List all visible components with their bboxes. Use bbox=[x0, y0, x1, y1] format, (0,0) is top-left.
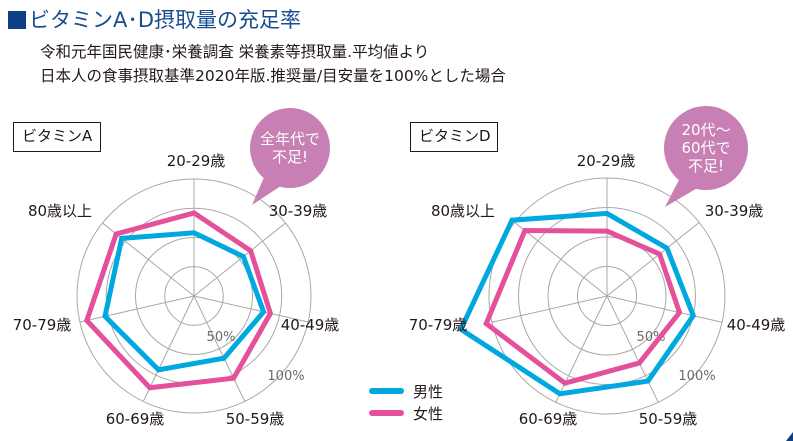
grid-spoke bbox=[491, 295, 608, 323]
title-text: ビタミンA･D摂取量の充足率 bbox=[29, 8, 302, 32]
subtitle-line-1: 令和元年国民健康･栄養調査 栄養素等摂取量.平均値より bbox=[40, 43, 430, 61]
subtitle-line-2: 日本人の食事摂取基準2020年版.推奨量/目安量を100%とした場合 bbox=[40, 67, 506, 85]
axis-label: 50-59歳 bbox=[226, 410, 285, 428]
legend-label-male: 男性 bbox=[413, 382, 444, 401]
grid-spoke bbox=[193, 295, 309, 323]
axis-label: 20-29歳 bbox=[167, 152, 226, 170]
ring-label: 50% bbox=[207, 330, 236, 345]
legend-swatch-male bbox=[369, 388, 404, 394]
corner-triangle-icon bbox=[786, 432, 793, 441]
series-line-female bbox=[483, 227, 683, 386]
axis-label: 60-69歳 bbox=[106, 410, 165, 428]
axis-label: 60-69歳 bbox=[519, 410, 578, 428]
speech-bubble-text: 60代で bbox=[681, 139, 730, 157]
axis-label: 80歳以上 bbox=[431, 202, 495, 220]
grid-spoke bbox=[193, 295, 246, 402]
grid-spoke bbox=[606, 295, 723, 323]
axis-label: 70-79歳 bbox=[13, 316, 72, 334]
speech-bubble bbox=[664, 106, 748, 190]
axis-label: 20-29歳 bbox=[577, 152, 636, 170]
title-square-icon bbox=[8, 11, 26, 29]
axis-label: 50-59歳 bbox=[639, 410, 698, 428]
grid-spoke bbox=[514, 222, 608, 297]
vitamin-a-panel-label: ビタミンA bbox=[13, 122, 101, 152]
legend-label-female: 女性 bbox=[413, 404, 444, 423]
vitamin-d-panel-label: ビタミンD bbox=[410, 122, 498, 152]
legend-item-female: 女性 bbox=[369, 402, 443, 424]
speech-bubble-text: 不足! bbox=[272, 148, 308, 166]
series-line-female bbox=[83, 210, 274, 391]
series-line-male bbox=[457, 210, 697, 397]
axis-label: 80歳以上 bbox=[28, 202, 92, 220]
ring-label: 100% bbox=[678, 369, 715, 384]
axis-label: 40-49歳 bbox=[281, 316, 340, 334]
axis-label: 70-79歳 bbox=[409, 316, 468, 334]
legend: 男性 女性 bbox=[369, 380, 443, 424]
speech-bubble bbox=[250, 108, 330, 188]
grid-spoke bbox=[142, 295, 195, 402]
grid-spoke bbox=[606, 222, 700, 297]
series-line-male bbox=[102, 230, 267, 373]
ring-label: 100% bbox=[267, 369, 304, 384]
radar-chart-d: 50%100%20-29歳30-39歳40-49歳50-59歳60-69歳70-… bbox=[409, 106, 786, 428]
speech-bubble-text: 20代～ bbox=[681, 121, 730, 139]
grid-spoke bbox=[606, 295, 659, 403]
page-title: ビタミンA･D摂取量の充足率 bbox=[8, 4, 301, 34]
speech-bubble-text: 全年代で bbox=[260, 130, 320, 148]
axis-label: 30-39歳 bbox=[705, 202, 764, 220]
radar-chart-a: 50% 100% 20-29歳 30-39歳 40-49歳 50-59歳 60-69歳 70-… bbox=[13, 108, 340, 428]
axis-label: 30-39歳 bbox=[269, 202, 328, 220]
speech-bubble-text: 不足! bbox=[688, 157, 724, 175]
legend-item-male: 男性 bbox=[369, 380, 443, 402]
grid-spoke bbox=[193, 222, 286, 297]
axis-label: 40-49歳 bbox=[727, 316, 786, 334]
grid-spoke bbox=[79, 295, 195, 323]
legend-swatch-female bbox=[369, 410, 404, 416]
